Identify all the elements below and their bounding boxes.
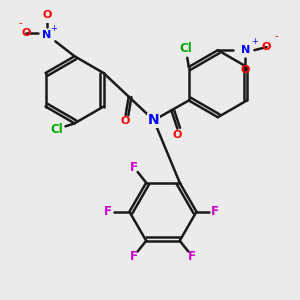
Text: F: F (188, 250, 196, 262)
Text: -: - (18, 18, 22, 28)
Text: N: N (148, 113, 160, 127)
Text: O: O (241, 65, 250, 75)
Text: O: O (42, 10, 52, 20)
Text: Cl: Cl (50, 123, 63, 136)
Text: F: F (211, 205, 219, 218)
Text: N: N (241, 45, 250, 55)
Text: F: F (130, 161, 138, 174)
Text: O: O (173, 130, 182, 140)
Text: O: O (262, 42, 271, 52)
Text: N: N (43, 30, 52, 40)
Text: Cl: Cl (179, 42, 192, 55)
Text: -: - (274, 32, 278, 41)
Text: F: F (104, 205, 112, 218)
Text: O: O (121, 116, 130, 126)
Text: F: F (130, 250, 138, 262)
Text: +: + (50, 24, 57, 33)
Text: +: + (251, 37, 258, 46)
Text: O: O (21, 28, 31, 38)
